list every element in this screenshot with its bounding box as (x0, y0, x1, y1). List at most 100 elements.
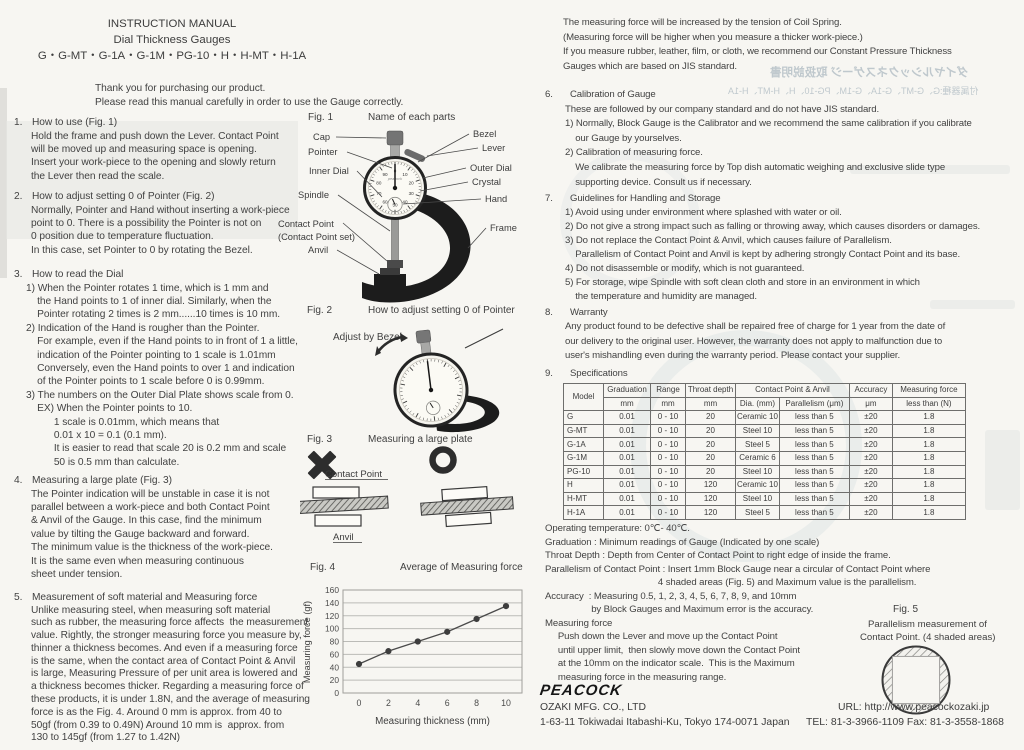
spec-cell: 1.8 (891, 505, 966, 520)
workpiece-plate (420, 496, 514, 516)
x-axis-label: Measuring thickness (mm) (375, 716, 490, 727)
part-label-contact-point-set: (Contact Point set) (278, 232, 355, 242)
contact-point-label: Contact Point (325, 469, 382, 480)
company-address: 1-63-11 Tokiwadai Itabashi-Ku, Tokyo 174… (540, 717, 790, 728)
spec-cell: 1.8 (891, 464, 966, 480)
spec-cell: H-1A (563, 505, 604, 520)
spec-cell: 1.8 (891, 491, 966, 507)
section-3-number: 3. (14, 269, 23, 280)
data-point (473, 615, 480, 623)
chart-line (358, 605, 507, 665)
dial-tick (452, 408, 455, 411)
spec-cell: less than 5 (778, 410, 850, 425)
dial-tick (372, 200, 376, 203)
dial-tick (455, 373, 458, 375)
spec-cell: 120 (685, 505, 736, 520)
bleed-watermark-circle (560, 150, 700, 290)
bleed-text-bar (985, 430, 1020, 510)
dial-tick (382, 165, 384, 168)
dial-tick (377, 168, 379, 171)
anvil-post (374, 274, 406, 300)
x-tick-label: 6 (445, 698, 450, 708)
spec-cell: H (563, 478, 604, 493)
part-label-spindle: Spindle (298, 190, 329, 200)
dial-tick (441, 361, 443, 364)
y-tick-label: 160 (325, 585, 339, 595)
adjust-by-bezel-label: Adjust by Bezel (333, 332, 402, 343)
section-2-number: 2. (14, 191, 23, 202)
doc-title: INSTRUCTION MANUAL (107, 18, 237, 30)
section-6-heading: Calibration of Gauge (570, 89, 656, 100)
spec-cell: 0 - 10 (650, 491, 686, 507)
part-label-cap: Cap (313, 132, 330, 142)
spec-cell: 1.8 (891, 437, 966, 452)
spec-table-row: G-1M 0.01 0 - 10 20 Ceramic 6 less than 5 ±20 1… (563, 450, 966, 466)
col-unit-accuracy: μm (848, 396, 893, 412)
section-7-body: 1) Avoid using under environment where s… (565, 207, 981, 303)
x-tick-label: 4 (415, 698, 420, 708)
spec-table-row: G-1A 0.01 0 - 10 20 Steel 5 less than 5 ±20 1.8 (563, 437, 966, 452)
part-label-bezel: Bezel (473, 129, 496, 139)
spec-cell: 0 - 10 (650, 410, 686, 425)
dial-tick (404, 373, 408, 375)
dial-tick (452, 370, 456, 373)
dial-tick (459, 391, 462, 393)
dial-tick (415, 412, 419, 418)
spec-cell: ±20 (848, 423, 893, 439)
spec-cell: 0.01 (603, 505, 651, 520)
fig2-adjust-diagram: Adjust by Bezel (333, 328, 504, 433)
dial-tick (402, 400, 408, 404)
doc-subtitle: Dial Thickness Gauges (113, 34, 231, 46)
dial-tick (370, 179, 375, 182)
bleed-text-bar (850, 165, 1010, 174)
dial-number: 20 (409, 180, 415, 185)
col-header-range: Range (650, 383, 686, 398)
company-tel-fax: TEL: 81-3-3966-1109 Fax: 81-3-3558-1868 (806, 717, 1004, 728)
dial-tick (372, 173, 376, 176)
pointer-hub (392, 185, 398, 191)
dial-tick (402, 376, 406, 378)
dial-tick (371, 197, 374, 200)
dial-tick (458, 380, 461, 382)
dial-tick (437, 359, 440, 363)
part-label-lever: Lever (482, 143, 505, 153)
fig1-label: Fig. 1 (308, 112, 334, 123)
dial-tick (400, 383, 406, 386)
dial-tick (412, 412, 415, 416)
dial-tick (382, 208, 384, 211)
spec-table-row: PG-10 0.01 0 - 10 20 Steel 10 less than 5 ±20 1… (563, 464, 966, 480)
x-tick-label: 8 (474, 698, 479, 708)
dial-tick (377, 205, 379, 208)
section-7-heading: Guidelines for Handling and Storage (570, 193, 721, 204)
fig3-plate-diagram: Contact Point Anvil (300, 446, 514, 543)
spec-cell: Ceramic 10 (735, 478, 780, 493)
section-1-body: Hold the frame and push down the Lever. … (31, 130, 279, 182)
spec-cell: 0 - 10 (650, 478, 686, 493)
dial-tick (385, 210, 387, 213)
dial-number: 40 (402, 199, 408, 204)
dial-tick (409, 410, 412, 413)
fig5-caption-line1: Parallelism measurement of (868, 619, 987, 630)
section-9-number: 9. (545, 368, 553, 379)
section-4-number: 4. (14, 475, 23, 486)
spec-cell: 0.01 (603, 464, 651, 480)
dial-tick (422, 417, 425, 421)
col-header-throat-depth: Throat depth (685, 383, 736, 398)
plot-border (342, 589, 523, 694)
x-tick-label: 0 (357, 698, 362, 708)
spec-cell: less than 5 (778, 464, 850, 480)
company-name: OZAKI MFG. CO., LTD (540, 702, 647, 713)
spec-cell: less than 5 (778, 491, 850, 507)
spec-cell: ±20 (848, 437, 893, 452)
bleed-through-models: 付属器種:G、G-MT、G-1A、G-1M、PG-10、H、H-MT、H-1A (728, 86, 979, 96)
intro-text: Thank you for purchasing our product. Pl… (95, 83, 404, 109)
fig5-parallelism-diagram (881, 645, 951, 715)
spec-cell: Ceramic 6 (735, 450, 780, 466)
contact-point-block (312, 486, 360, 499)
spec-cell: ±20 (848, 450, 893, 466)
spec-cell: 0 - 10 (650, 505, 686, 520)
y-tick-label: 140 (325, 598, 339, 608)
spec-cell: 0.01 (603, 478, 651, 493)
right-intro-paragraph: The measuring force will be increased by… (563, 17, 952, 72)
spec-table-row: H-MT 0.01 0 - 10 120 Steel 10 less than 5 ±20 1… (563, 491, 966, 507)
